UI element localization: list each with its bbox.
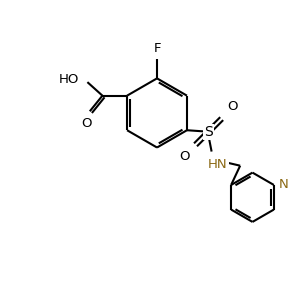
Text: O: O	[82, 117, 92, 130]
Text: HO: HO	[59, 73, 79, 86]
Text: F: F	[153, 42, 161, 55]
Text: N: N	[278, 178, 288, 191]
Text: O: O	[227, 100, 238, 113]
Text: S: S	[204, 125, 213, 139]
Text: HN: HN	[208, 158, 228, 171]
Text: O: O	[179, 150, 190, 163]
